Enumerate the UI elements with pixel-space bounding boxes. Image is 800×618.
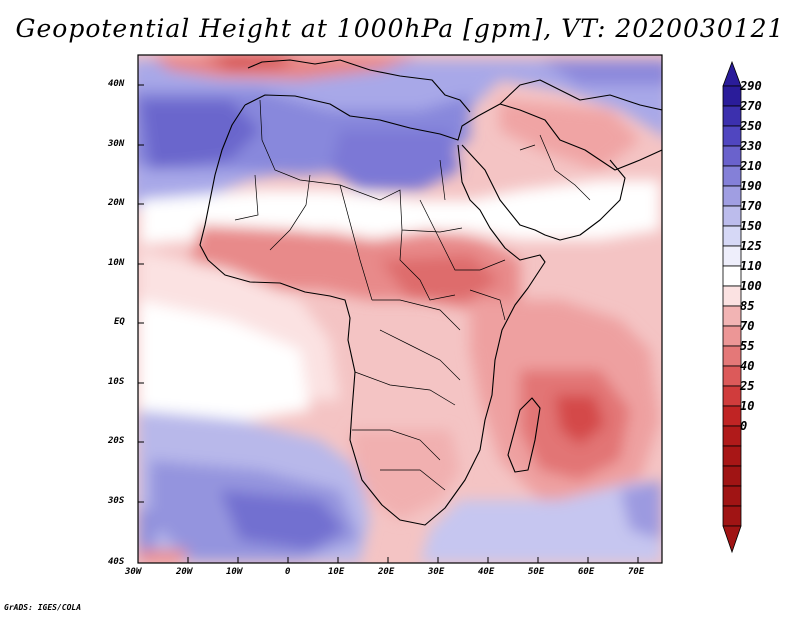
colorbar-label: 250: [740, 119, 762, 133]
colorbar-label: 100: [740, 279, 762, 293]
lat-tick: 10N: [108, 258, 125, 268]
lat-tick: 30N: [108, 139, 125, 149]
colorbar-label: 270: [740, 99, 762, 113]
lat-tick: 30S: [108, 496, 125, 506]
country-borders: [234, 99, 591, 491]
colorbar-top-arrow: [722, 60, 742, 87]
lat-tick: 20S: [108, 436, 125, 446]
lon-tick: 30E: [428, 567, 445, 577]
tick-marks: [138, 84, 639, 563]
plot-title: Geopotential Height at 1000hPa [gpm], VT…: [15, 14, 785, 43]
lon-tick: 10E: [328, 567, 345, 577]
height-field: [138, 55, 662, 563]
colorbar-label: 70: [740, 319, 755, 333]
colorbar-label: 210: [740, 159, 762, 173]
lon-tick: 30W: [125, 567, 142, 577]
colorbar-label: 0: [740, 419, 748, 433]
colorbar-label: 40: [740, 359, 755, 373]
lat-tick: 20N: [108, 198, 125, 208]
lon-tick: 20E: [378, 567, 395, 577]
colorbar-label: 190: [740, 179, 762, 193]
lat-tick: 40S: [108, 557, 125, 567]
lon-tick: 0: [285, 567, 291, 577]
lon-tick: 50E: [528, 567, 545, 577]
colorbar-label: 10: [740, 399, 755, 413]
colorbar-label: 85: [740, 299, 755, 313]
lon-tick: 20W: [176, 567, 193, 577]
footer-credit: GrADS: IGES/COLA: [4, 603, 82, 612]
map-frame: [137, 54, 663, 564]
colorbar-label: 170: [740, 199, 762, 213]
lon-tick: 70E: [628, 567, 645, 577]
colorbar-label: 25: [740, 379, 755, 393]
colorbar-label: 110: [740, 259, 762, 273]
colorbar-label: 290: [740, 79, 762, 93]
lon-tick: 10W: [226, 567, 243, 577]
lon-tick: 40E: [478, 567, 495, 577]
lon-tick: 60E: [578, 567, 595, 577]
lat-tick: 40N: [108, 79, 125, 89]
colorbar-label: 230: [740, 139, 762, 153]
colorbar-bottom-arrow: [722, 525, 742, 554]
coastlines: [199, 59, 662, 526]
colorbar-label: 150: [740, 219, 762, 233]
colorbar-label: 55: [740, 339, 755, 353]
colorbar: [722, 60, 742, 554]
colorbar-label: 125: [740, 239, 762, 253]
lat-tick: EQ: [114, 317, 125, 327]
lat-tick: 10S: [108, 377, 125, 387]
